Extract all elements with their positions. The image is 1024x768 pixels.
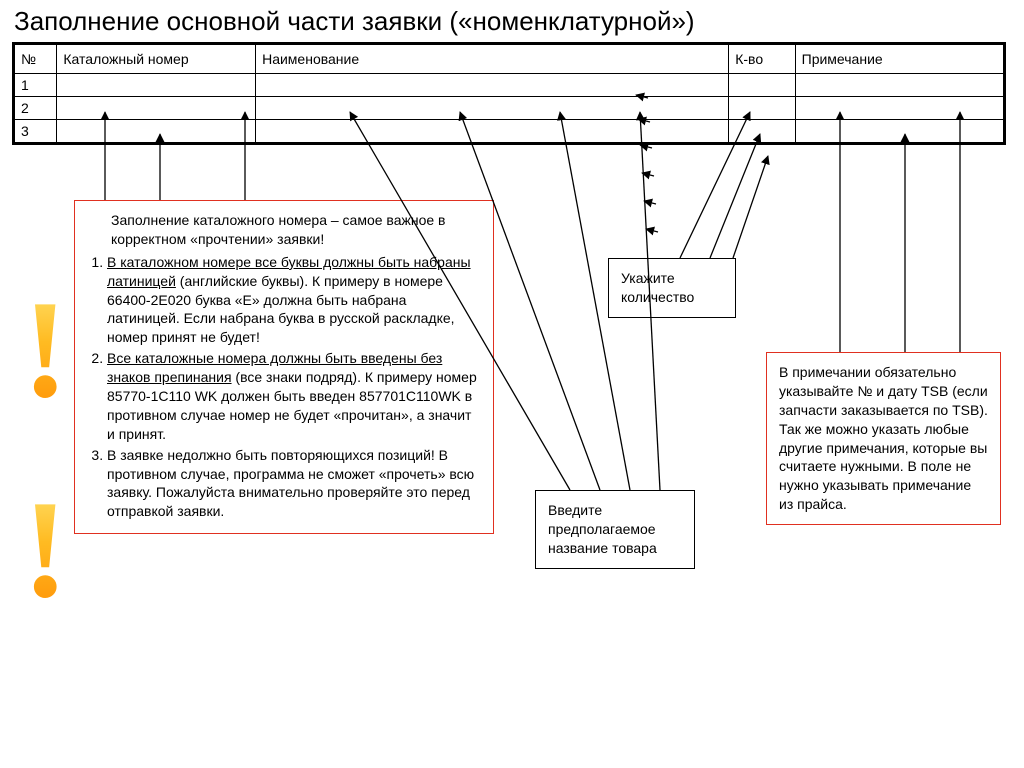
callout-catalog-list: В каталожном номере все буквы должны быт…: [107, 253, 481, 521]
row-num: 2: [15, 97, 57, 120]
table-header-row: № Каталожный номер Наименование К-во При…: [15, 45, 1004, 74]
col-header-catalog: Каталожный номер: [57, 45, 256, 74]
exclamation-icon: !: [22, 270, 60, 430]
row-num: 1: [15, 74, 57, 97]
exclamation-icon: !: [22, 470, 60, 630]
page: Заполнение основной части заявки («номен…: [0, 0, 1024, 768]
callout-catalog-item: В каталожном номере все буквы должны быт…: [107, 253, 481, 347]
table-row: 3: [15, 120, 1004, 143]
callout-qty: Укажите количество: [608, 258, 736, 318]
col-header-name: Наименование: [256, 45, 729, 74]
callout-text: В примечании обязательно указывайте № и …: [779, 364, 988, 512]
row-num: 3: [15, 120, 57, 143]
callout-note: В примечании обязательно указывайте № и …: [766, 352, 1001, 525]
col-header-note: Примечание: [795, 45, 1003, 74]
callout-catalog-item: В заявке недолжно быть повторяющихся поз…: [107, 446, 481, 522]
table-row: 1: [15, 74, 1004, 97]
col-header-qty: К-во: [729, 45, 795, 74]
callout-text: В заявке недолжно быть повторяющихся поз…: [107, 447, 474, 520]
page-title: Заполнение основной части заявки («номен…: [14, 6, 695, 37]
callout-name: Введите предполагаемое название товара: [535, 490, 695, 569]
table-row: 2: [15, 97, 1004, 120]
callout-catalog-item: Все каталожные номера должны быть введен…: [107, 349, 481, 443]
col-header-num: №: [15, 45, 57, 74]
callout-catalog-intro: Заполнение каталожного номера – самое ва…: [111, 211, 481, 249]
main-table: № Каталожный номер Наименование К-во При…: [14, 44, 1004, 143]
callout-text: Введите предполагаемое название товара: [548, 502, 657, 556]
callout-catalog: Заполнение каталожного номера – самое ва…: [74, 200, 494, 534]
callout-text: Укажите количество: [621, 270, 694, 305]
